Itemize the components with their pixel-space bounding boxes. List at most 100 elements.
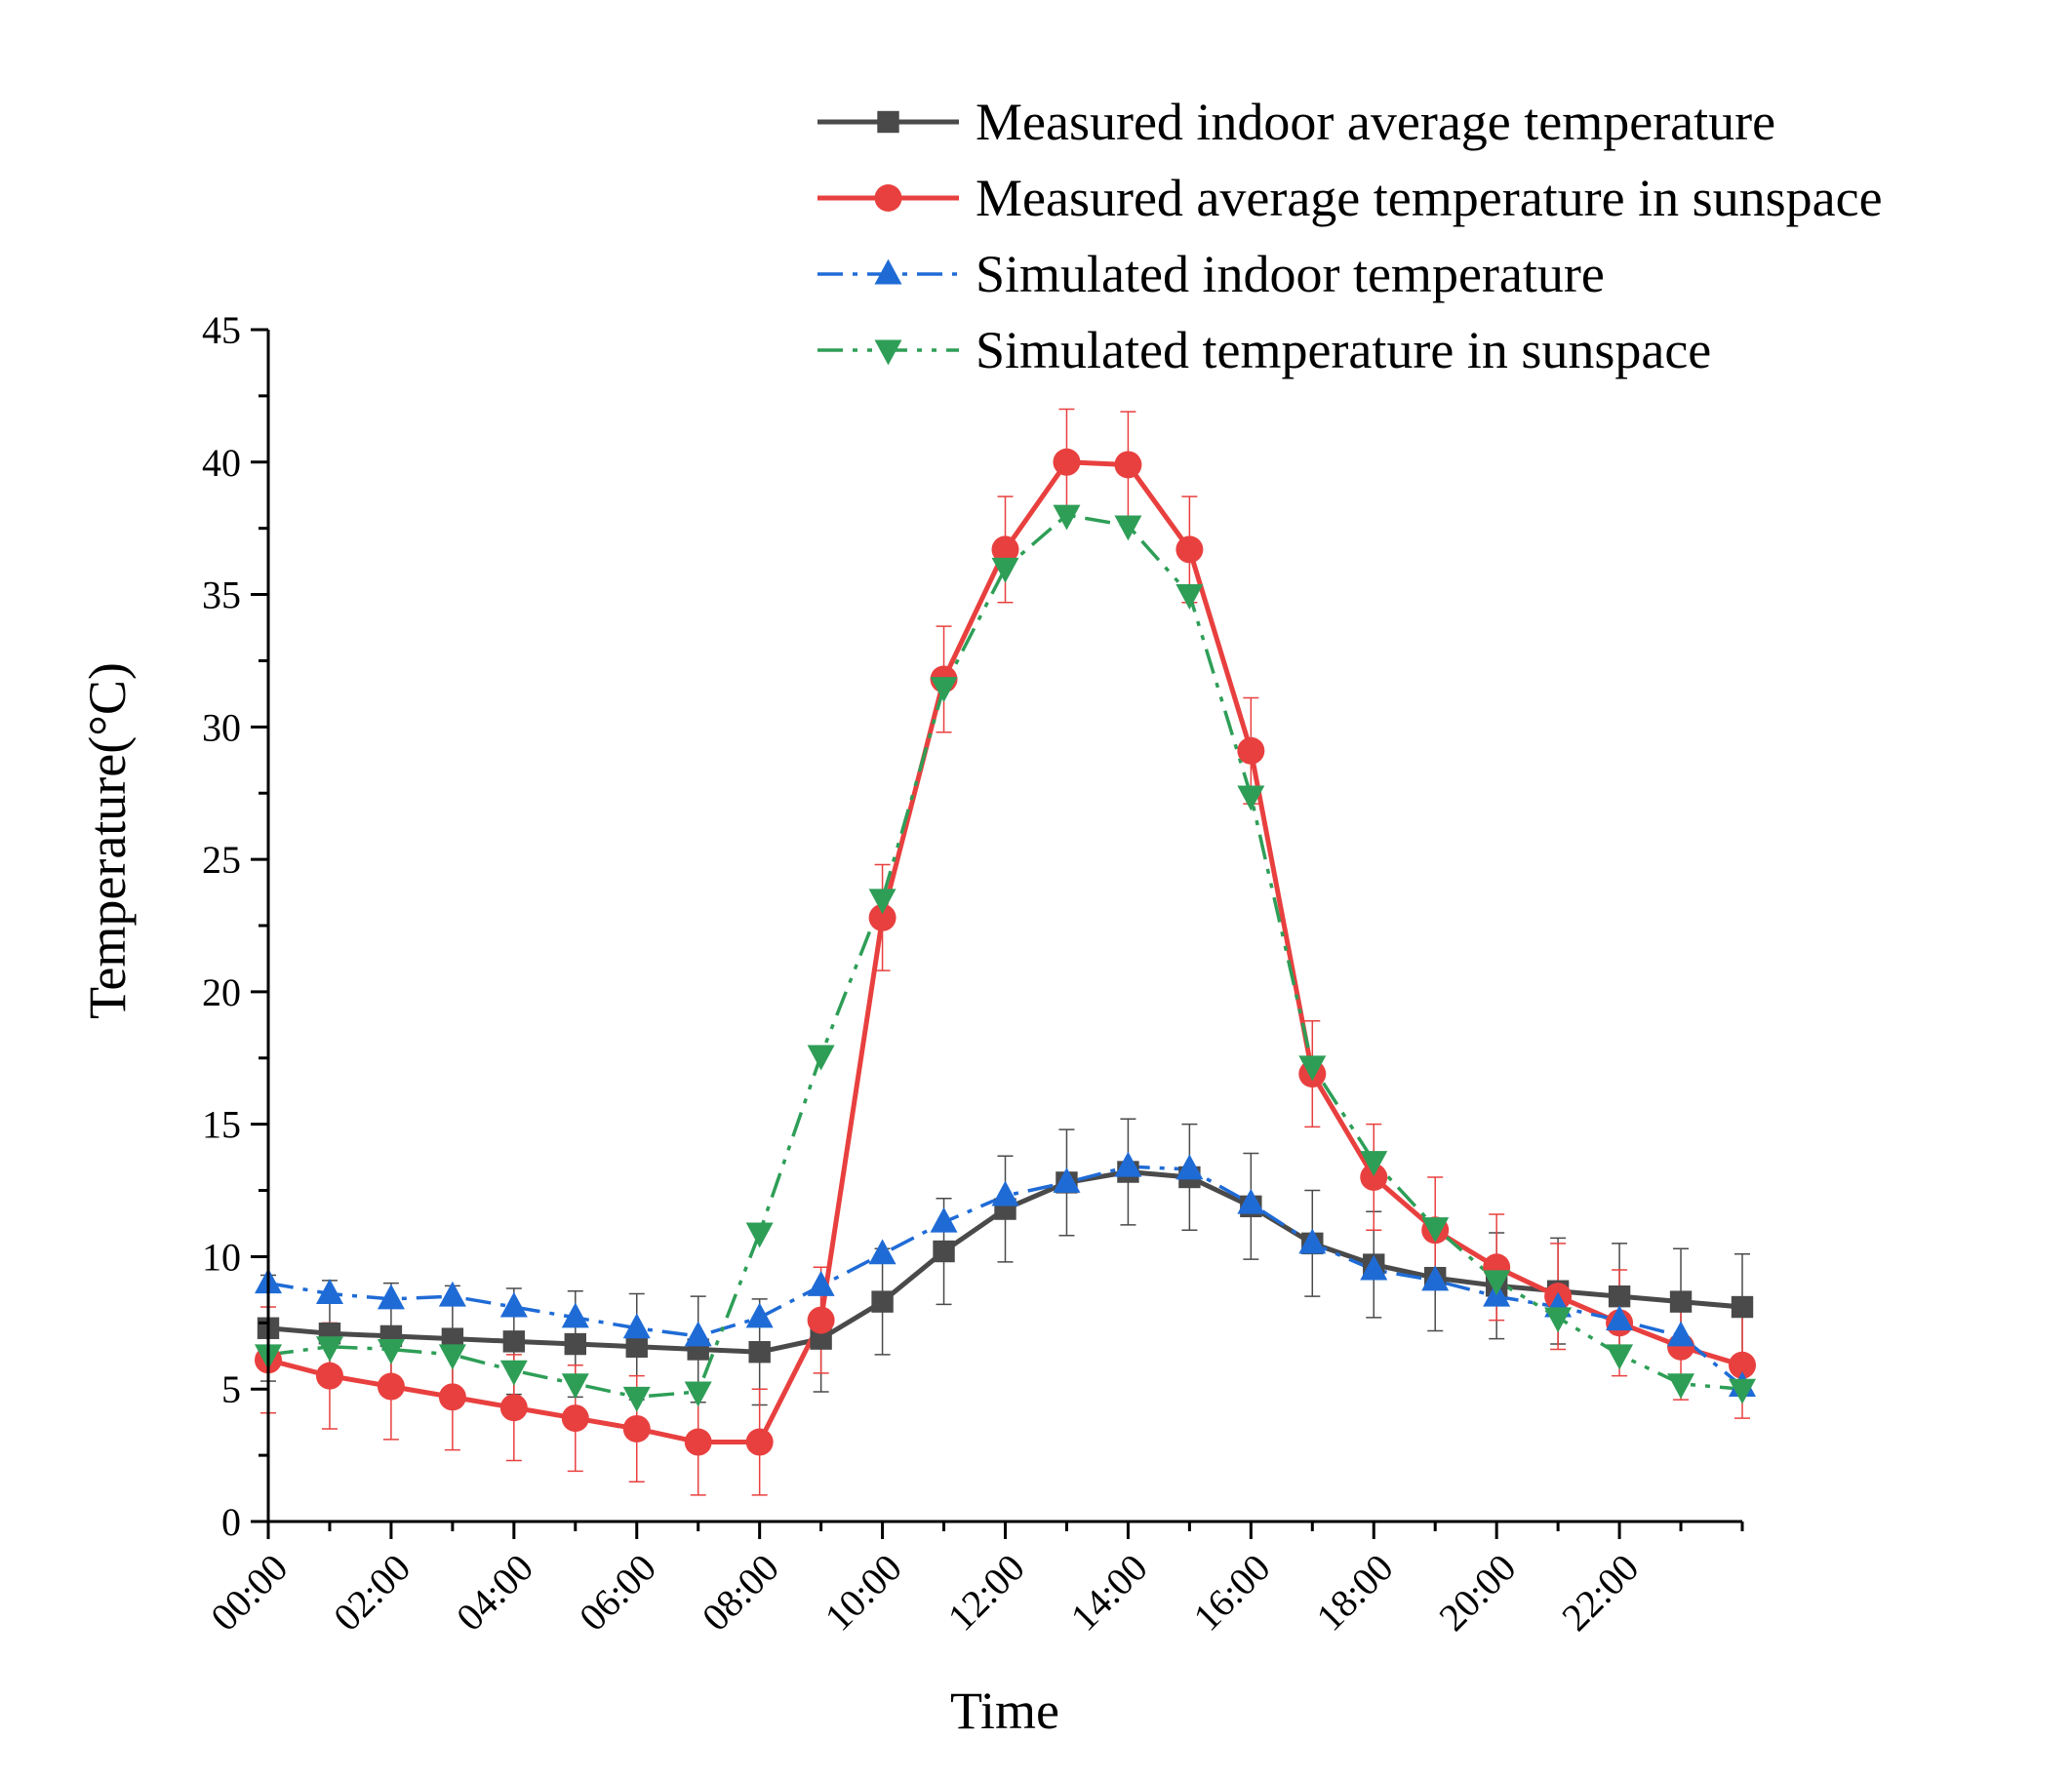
marker-triangle-down [868, 889, 897, 915]
marker-circle [622, 1414, 651, 1443]
y-tick-label: 30 [202, 705, 241, 749]
marker-triangle-down [874, 339, 902, 366]
marker-triangle-down [1483, 1270, 1511, 1296]
marker-square [564, 1332, 586, 1356]
marker-square [502, 1330, 526, 1353]
marker-triangle-up [1360, 1254, 1388, 1281]
y-tick-label: 25 [202, 838, 241, 882]
x-tick-label: 22:00 [1553, 1546, 1647, 1640]
y-tick-label: 40 [202, 441, 241, 485]
marker-triangle-up [930, 1206, 958, 1233]
marker-triangle-down [1114, 515, 1142, 541]
marker-circle [377, 1372, 405, 1401]
marker-triangle-up [1606, 1305, 1634, 1331]
marker-triangle-up [807, 1270, 835, 1296]
marker-circle [991, 535, 1019, 564]
marker-triangle-down [1053, 504, 1081, 531]
marker-circle [1360, 1163, 1388, 1191]
marker-circle [684, 1428, 712, 1456]
marker-square [1669, 1290, 1693, 1313]
marker-triangle-down [1237, 785, 1265, 811]
marker-square [625, 1335, 648, 1358]
x-tick-label: 08:00 [694, 1546, 787, 1640]
marker-triangle-up [991, 1180, 1019, 1206]
series-lines [267, 459, 1744, 1445]
y-tick-label: 10 [202, 1235, 241, 1279]
marker-triangle-down [684, 1381, 712, 1407]
marker-circle [868, 903, 897, 931]
legend-label: Simulated temperature in sunspace [976, 321, 1711, 379]
marker-circle [1175, 535, 1204, 564]
y-tick-label: 5 [221, 1367, 241, 1411]
y-axis-title: Temperature(°C) [78, 662, 137, 1019]
x-tick-label: 12:00 [939, 1546, 1033, 1640]
marker-triangle-up [745, 1302, 774, 1328]
marker-triangle-down [438, 1344, 466, 1370]
y-tick-label: 45 [202, 308, 241, 352]
marker-circle [745, 1428, 774, 1456]
marker-triangle-down [745, 1222, 774, 1248]
marker-triangle-up [561, 1302, 589, 1328]
marker-circle [561, 1404, 589, 1433]
marker-triangle-up [1298, 1228, 1327, 1254]
x-axis-title: Time [950, 1681, 1059, 1740]
marker-triangle-up [1237, 1188, 1265, 1214]
marker-triangle-down [622, 1386, 651, 1412]
marker-triangle-down [561, 1373, 589, 1400]
marker-circle [1114, 451, 1142, 479]
marker-triangle-down [807, 1045, 835, 1071]
marker-square [441, 1327, 464, 1350]
marker-circle [1729, 1351, 1756, 1379]
marker-triangle-up [377, 1284, 405, 1310]
marker-triangle-up [1053, 1167, 1081, 1193]
marker-triangle-down [1729, 1378, 1756, 1404]
legend-label: Simulated indoor temperature [976, 245, 1605, 303]
marker-square [877, 110, 899, 134]
marker-triangle-up [1175, 1154, 1204, 1180]
y-tick-label: 35 [202, 573, 241, 617]
series-markers [255, 448, 1756, 1456]
marker-circle [807, 1306, 835, 1334]
x-tick-label: 20:00 [1430, 1546, 1524, 1640]
x-tick-label: 16:00 [1184, 1546, 1278, 1640]
x-tick-label: 04:00 [448, 1546, 541, 1640]
y-tick-label: 15 [202, 1103, 241, 1147]
marker-triangle-up [315, 1279, 343, 1304]
marker-triangle-down [1298, 1055, 1327, 1082]
marker-triangle-up [499, 1291, 528, 1318]
x-tick-label: 02:00 [325, 1546, 418, 1640]
x-tick-label: 18:00 [1307, 1546, 1401, 1640]
marker-square [1608, 1285, 1631, 1308]
marker-triangle-down [1667, 1373, 1695, 1400]
legend-label: Measured indoor average temperature [976, 93, 1775, 151]
marker-triangle-down [930, 677, 958, 702]
marker-square [933, 1240, 955, 1263]
legend: Measured indoor average temperature Measu… [817, 93, 1883, 379]
marker-triangle-up [874, 258, 902, 285]
marker-triangle-up [684, 1321, 712, 1347]
x-tick-label: 06:00 [571, 1546, 664, 1640]
y-tick-label: 0 [221, 1500, 241, 1544]
y-tick-label: 20 [202, 970, 241, 1014]
series-line [267, 513, 1743, 1400]
marker-triangle-down [1421, 1217, 1450, 1243]
marker-triangle-down [1606, 1344, 1634, 1370]
marker-triangle-up [438, 1281, 466, 1307]
legend-label: Measured average temperature in sunspace [976, 169, 1883, 227]
marker-circle [315, 1362, 343, 1390]
marker-triangle-down [1360, 1151, 1388, 1177]
marker-triangle-up [1114, 1151, 1142, 1177]
marker-triangle-down [991, 557, 1019, 583]
marker-circle [1237, 736, 1265, 765]
marker-triangle-up [1667, 1321, 1695, 1347]
marker-square [748, 1341, 771, 1364]
marker-square [810, 1327, 832, 1350]
marker-triangle-down [315, 1336, 343, 1363]
marker-square [1731, 1295, 1754, 1319]
y-axis-ticks: 0 5 10 15 20 25 30 35 40 45 [202, 308, 268, 1544]
marker-circle [438, 1383, 466, 1411]
marker-triangle-up [868, 1239, 897, 1265]
x-tick-label: 10:00 [817, 1546, 910, 1640]
marker-circle [1053, 448, 1081, 476]
